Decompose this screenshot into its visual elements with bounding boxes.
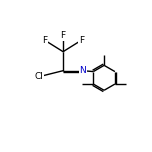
Text: F: F <box>60 31 66 40</box>
Text: Cl: Cl <box>34 72 43 81</box>
Text: N: N <box>79 66 86 75</box>
Text: F: F <box>79 36 84 45</box>
Text: F: F <box>42 36 47 45</box>
